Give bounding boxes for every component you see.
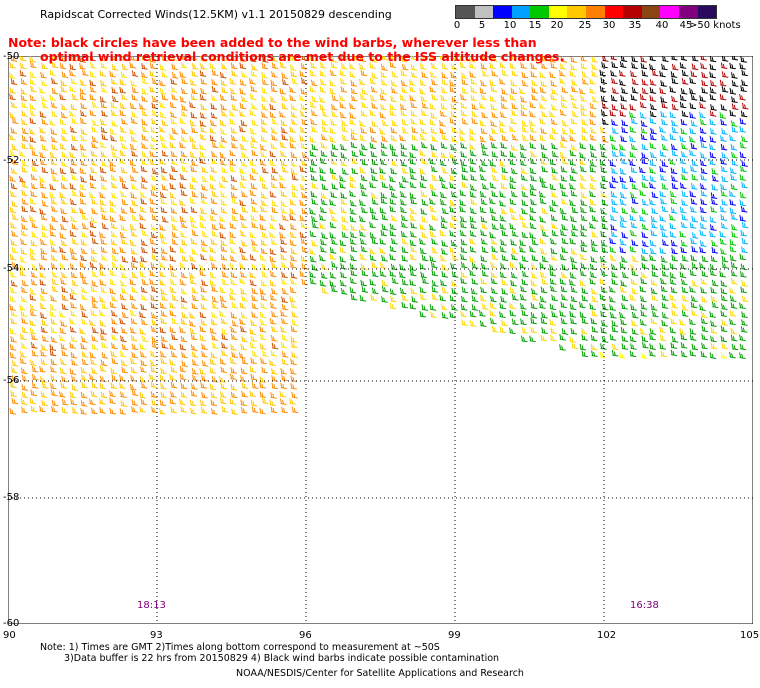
lat-label: -60 (3, 618, 20, 629)
legend-swatch (586, 6, 605, 18)
legend-swatch (493, 6, 512, 18)
wind-speed-legend: 0 5 10 15 20 25 30 35 40 45 >50 knots (453, 5, 741, 35)
legend-swatch (456, 6, 475, 18)
legend-label: 25 (578, 20, 592, 31)
legend-label: 45 (679, 20, 693, 31)
legend-swatch (567, 6, 587, 18)
lat-label: -54 (3, 263, 20, 274)
legend-swatch (548, 6, 568, 18)
legend-label: 15 (528, 20, 542, 31)
legend-swatch (697, 6, 717, 18)
lon-label: 90 (3, 630, 16, 641)
legend-color-bar (455, 5, 717, 19)
legend-labels: 0 5 10 15 20 25 30 35 40 45 >50 knots (453, 19, 741, 33)
lon-label: 99 (448, 630, 461, 641)
lon-label: 93 (150, 630, 163, 641)
legend-label: 40 (655, 20, 669, 31)
legend-swatch (660, 6, 679, 18)
lon-label: 96 (299, 630, 312, 641)
warning-note-line: Note: black circles have been added to t… (8, 35, 537, 50)
legend-label: 20 (550, 20, 564, 31)
map-title: Rapidscat Corrected Winds(12.5KM) v1.1 2… (40, 8, 392, 21)
legend-swatch (511, 6, 531, 18)
credit-line: NOAA/NESDIS/Center for Satellite Applica… (236, 668, 524, 679)
pass-time-label: 18:13 (137, 600, 166, 611)
legend-label: >50 knots (688, 20, 741, 31)
legend-label: 5 (478, 20, 486, 31)
footnote-line: Note: 1) Times are GMT 2)Times along bot… (40, 642, 440, 653)
footnote-line: 3)Data buffer is 22 hrs from 20150829 4)… (64, 653, 500, 664)
legend-swatch (641, 6, 661, 18)
grid-lines (8, 56, 753, 624)
lat-label: -56 (3, 375, 20, 386)
pass-time-label: 16:38 (630, 600, 659, 611)
legend-label: 35 (628, 20, 642, 31)
lat-label: -52 (3, 155, 20, 166)
warning-note: Note: black circles have been added to t… (8, 36, 564, 64)
wind-map (8, 56, 753, 624)
legend-swatch (604, 6, 624, 18)
legend-label: 0 (453, 20, 461, 31)
footnote: Note: 1) Times are GMT 2)Times along bot… (40, 642, 499, 664)
legend-swatch (623, 6, 642, 18)
legend-swatch (474, 6, 494, 18)
warning-note-line: optimal wind retrieval conditions are me… (40, 49, 565, 64)
lat-label: -58 (3, 492, 20, 503)
legend-swatch (530, 6, 549, 18)
lat-label: -50 (3, 51, 20, 62)
lon-label: 105 (740, 630, 760, 641)
legend-label: 10 (503, 20, 517, 31)
lon-label: 102 (597, 630, 617, 641)
legend-label: 30 (602, 20, 616, 31)
wind-barbs (9, 56, 749, 415)
legend-swatch (678, 6, 698, 18)
